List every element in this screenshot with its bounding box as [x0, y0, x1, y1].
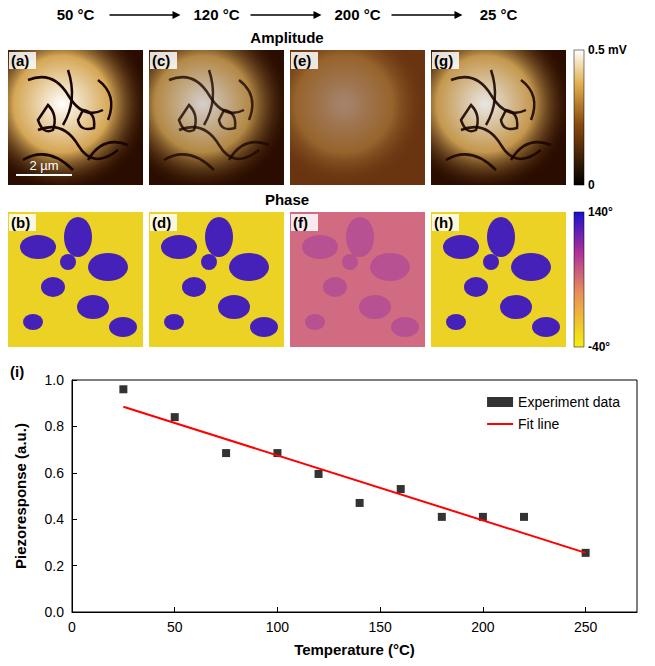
svg-text:1.0: 1.0	[45, 372, 65, 388]
svg-text:Piezoresponse (a.u.): Piezoresponse (a.u.)	[12, 423, 29, 569]
svg-text:0.2: 0.2	[45, 558, 65, 574]
svg-text:140°: 140°	[588, 205, 613, 219]
svg-text:50 °C: 50 °C	[57, 6, 95, 23]
svg-text:(b): (b)	[11, 214, 30, 231]
svg-text:150: 150	[369, 619, 393, 635]
svg-text:200: 200	[471, 619, 495, 635]
svg-text:(c): (c)	[152, 52, 170, 69]
svg-text:0.4: 0.4	[45, 511, 65, 527]
svg-text:(h): (h)	[434, 214, 453, 231]
svg-text:0.0: 0.0	[45, 604, 65, 620]
svg-text:Amplitude: Amplitude	[250, 29, 323, 46]
svg-text:-40°: -40°	[588, 340, 610, 354]
svg-text:Phase: Phase	[265, 191, 309, 208]
svg-text:0.5 mV: 0.5 mV	[588, 43, 627, 57]
svg-text:(g): (g)	[434, 52, 453, 69]
svg-text:50: 50	[167, 619, 183, 635]
svg-text:200 °C: 200 °C	[334, 6, 380, 23]
svg-text:2 µm: 2 µm	[29, 158, 58, 173]
svg-text:(e): (e)	[293, 52, 311, 69]
svg-text:(f): (f)	[293, 214, 308, 231]
svg-text:25 °C: 25 °C	[480, 6, 518, 23]
svg-text:0.8: 0.8	[45, 418, 65, 434]
svg-text:Experiment data: Experiment data	[518, 394, 620, 410]
svg-text:0.6: 0.6	[45, 465, 65, 481]
svg-text:Fit line: Fit line	[518, 416, 559, 432]
svg-text:Temperature (°C): Temperature (°C)	[294, 641, 415, 658]
svg-text:(d): (d)	[152, 214, 171, 231]
svg-text:120 °C: 120 °C	[193, 6, 239, 23]
svg-text:0: 0	[68, 619, 76, 635]
svg-text:(i): (i)	[10, 363, 24, 380]
svg-text:100: 100	[266, 619, 290, 635]
svg-text:0: 0	[588, 178, 595, 192]
svg-text:250: 250	[574, 619, 598, 635]
svg-text:(a): (a)	[11, 52, 29, 69]
